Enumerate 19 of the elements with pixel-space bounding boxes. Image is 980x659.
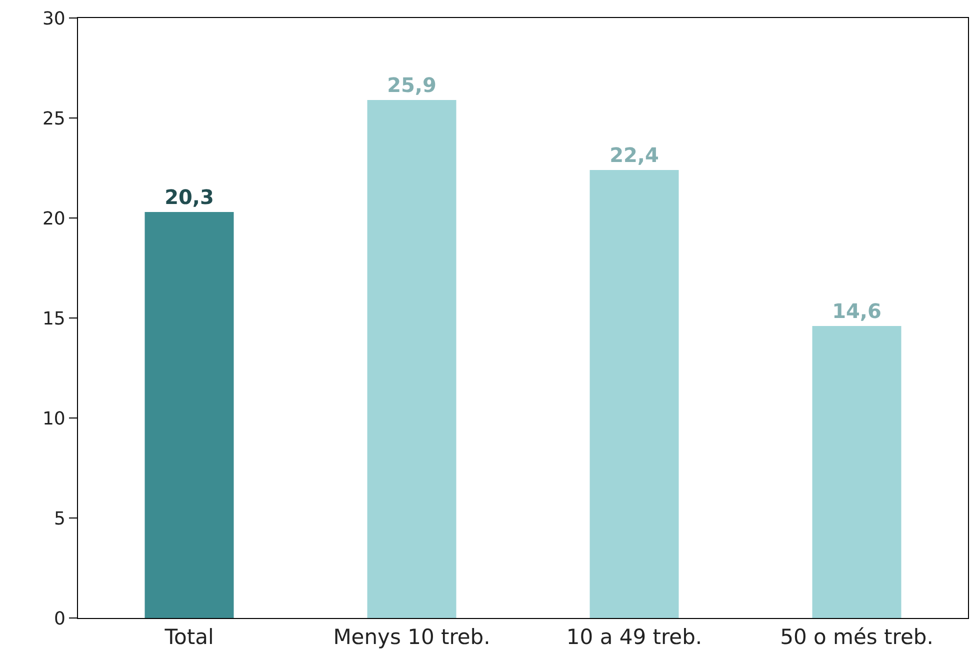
x-tick-label: Menys 10 treb. [333, 625, 490, 650]
data-label: 25,9 [387, 73, 436, 97]
y-tick-label: 0 [54, 608, 66, 630]
y-tick-label: 15 [42, 308, 66, 330]
data-label: 20,3 [164, 185, 214, 209]
x-tick-label: 10 a 49 treb. [566, 625, 702, 650]
y-tick-label: 5 [54, 508, 66, 530]
x-tick-label: Total [164, 625, 214, 650]
bar [812, 326, 902, 618]
y-tick-label: 30 [42, 8, 66, 30]
x-tick-label: 50 o més treb. [780, 625, 934, 650]
data-label: 14,6 [832, 299, 882, 323]
bar [367, 100, 456, 618]
bar [590, 170, 679, 618]
data-label: 22,4 [610, 143, 659, 167]
y-tick-label: 25 [42, 108, 66, 130]
bar [144, 212, 234, 618]
y-tick-label: 10 [42, 408, 66, 430]
y-tick-label: 20 [42, 208, 66, 230]
